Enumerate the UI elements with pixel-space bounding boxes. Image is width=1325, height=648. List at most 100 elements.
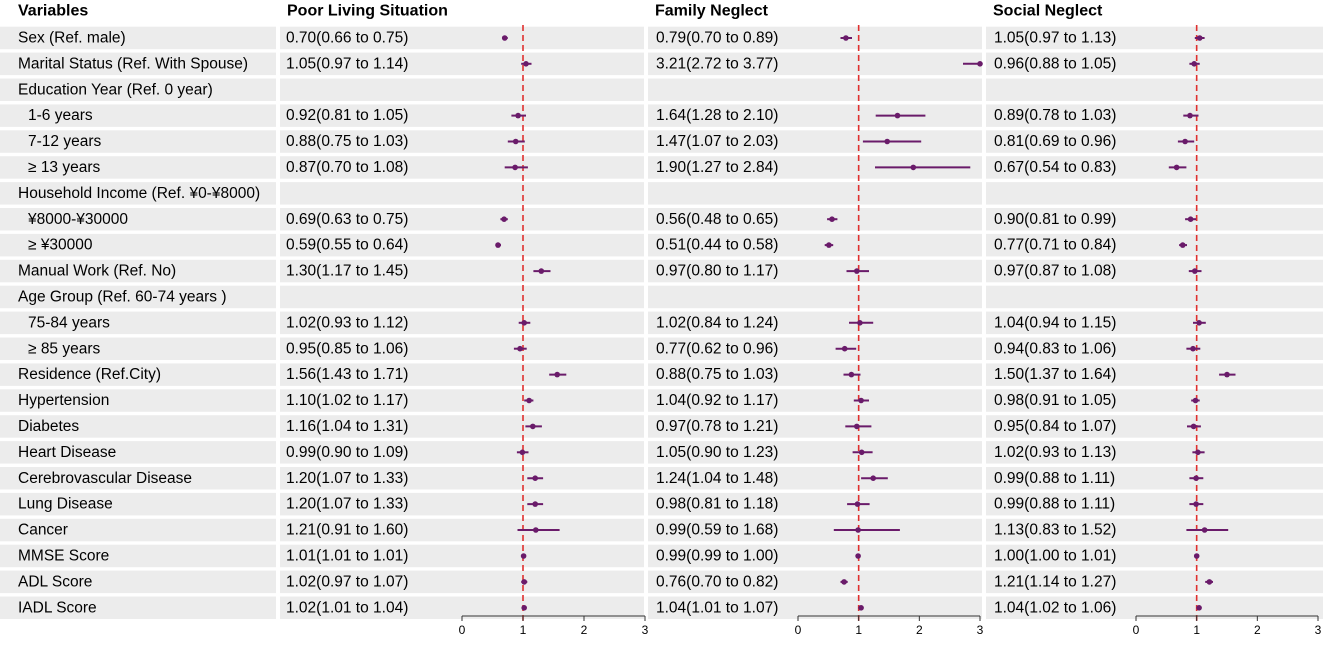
row-band <box>280 78 644 101</box>
point-estimate <box>1201 527 1208 533</box>
row-band <box>0 26 276 50</box>
estimate-text: 0.96(0.88 to 1.05) <box>994 55 1116 72</box>
estimate-text: 0.87(0.70 to 1.08) <box>286 159 408 176</box>
row-band <box>986 156 1323 179</box>
point-estimate <box>1179 242 1186 248</box>
point-estimate <box>1191 61 1197 67</box>
estimate-text: 0.81(0.69 to 0.96) <box>994 133 1116 150</box>
point-estimate <box>854 423 860 430</box>
estimate-text: 1.30(1.17 to 1.45) <box>286 263 408 280</box>
point-estimate <box>1193 553 1200 559</box>
row-band <box>0 544 276 568</box>
estimate-text: 0.99(0.99 to 1.00) <box>656 547 778 564</box>
estimate-text: 0.77(0.71 to 0.84) <box>994 237 1116 254</box>
row-band <box>986 389 1323 412</box>
row-label: Sex (Ref. male) <box>18 29 126 46</box>
estimate-text: 1.05(0.97 to 1.13) <box>994 29 1116 46</box>
row-band <box>648 78 982 101</box>
row-label: Age Group (Ref. 60-74 years ) <box>18 288 227 305</box>
estimate-text: 0.69(0.63 to 0.75) <box>286 211 408 228</box>
row-band <box>648 337 982 360</box>
row-band <box>0 156 276 179</box>
row-label: Lung Disease <box>18 496 113 513</box>
estimate-text: 3.21(2.72 to 3.77) <box>656 55 778 72</box>
point-estimate <box>855 553 861 559</box>
row-band <box>648 363 982 386</box>
row-label: Cerebrovascular Disease <box>18 470 192 487</box>
point-estimate <box>1196 35 1203 41</box>
estimate-text: 0.99(0.90 to 1.09) <box>286 444 408 461</box>
point-estimate <box>1195 449 1201 456</box>
point-estimate <box>858 449 865 456</box>
point-estimate <box>495 242 501 248</box>
estimate-text: 1.01(1.01 to 1.01) <box>286 547 408 564</box>
variables-header: Variables <box>18 3 88 20</box>
row-band <box>0 104 276 127</box>
estimate-text: 1.13(0.83 to 1.52) <box>994 522 1116 539</box>
row-band <box>986 492 1323 516</box>
estimate-text: 0.98(0.91 to 1.05) <box>994 392 1116 409</box>
row-label: Hypertension <box>18 392 109 409</box>
point-estimate <box>1192 268 1198 274</box>
estimate-text: 1.64(1.28 to 2.10) <box>656 107 778 124</box>
row-band <box>986 52 1323 76</box>
point-estimate <box>1193 501 1199 507</box>
row-band <box>280 467 644 490</box>
row-band <box>280 518 644 542</box>
row-label: IADL Score <box>18 599 97 616</box>
row-band <box>0 492 276 516</box>
row-band <box>986 363 1323 386</box>
estimate-text: 1.47(1.07 to 2.03) <box>656 133 778 150</box>
row-band <box>280 441 644 464</box>
row-band <box>986 104 1323 127</box>
estimate-text: 0.97(0.87 to 1.08) <box>994 263 1116 280</box>
point-estimate <box>519 449 526 456</box>
point-estimate <box>1196 320 1202 326</box>
point-estimate <box>910 164 917 171</box>
x-tick-label: 0 <box>795 623 802 637</box>
row-band <box>0 389 276 412</box>
row-band <box>280 544 644 568</box>
estimate-text: 1.02(0.97 to 1.07) <box>286 573 408 590</box>
point-estimate <box>884 138 890 145</box>
estimate-text: 1.10(1.02 to 1.17) <box>286 392 408 409</box>
point-estimate <box>530 423 536 430</box>
row-band <box>648 311 982 335</box>
row-band <box>986 233 1323 257</box>
row-band <box>280 415 644 438</box>
estimate-text: 0.67(0.54 to 0.83) <box>994 159 1116 176</box>
row-band <box>0 467 276 490</box>
row-band <box>648 415 982 438</box>
row-label: ≥ 13 years <box>28 159 101 176</box>
row-band <box>280 311 644 335</box>
row-label: 7-12 years <box>28 133 101 150</box>
row-band <box>280 570 644 594</box>
row-band <box>280 104 644 127</box>
estimate-text: 1.02(0.84 to 1.24) <box>656 314 778 331</box>
row-label: ¥8000-¥30000 <box>27 211 128 228</box>
panel-title: Family Neglect <box>655 3 769 20</box>
row-label: Residence (Ref.City) <box>18 366 161 383</box>
row-band <box>648 389 982 412</box>
point-estimate <box>870 475 876 482</box>
estimate-text: 0.94(0.83 to 1.06) <box>994 340 1116 357</box>
estimate-text: 0.76(0.70 to 0.82) <box>656 573 778 590</box>
row-band <box>280 337 644 360</box>
row-band <box>648 208 982 231</box>
x-tick-label: 1 <box>1193 623 1200 637</box>
row-band <box>648 544 982 568</box>
row-band <box>986 441 1323 464</box>
estimate-text: 0.95(0.84 to 1.07) <box>994 418 1116 435</box>
estimate-text: 1.04(1.02 to 1.06) <box>994 599 1116 616</box>
point-estimate <box>521 605 527 611</box>
row-band <box>986 596 1323 619</box>
point-estimate <box>855 527 861 533</box>
x-tick-label: 2 <box>581 623 588 637</box>
point-estimate <box>1193 475 1199 482</box>
point-estimate <box>1192 397 1199 404</box>
row-band <box>986 337 1323 360</box>
row-band <box>280 285 644 309</box>
estimate-text: 0.88(0.75 to 1.03) <box>286 133 408 150</box>
panel-title: Poor Living Situation <box>287 3 448 20</box>
x-tick-label: 1 <box>520 623 527 637</box>
